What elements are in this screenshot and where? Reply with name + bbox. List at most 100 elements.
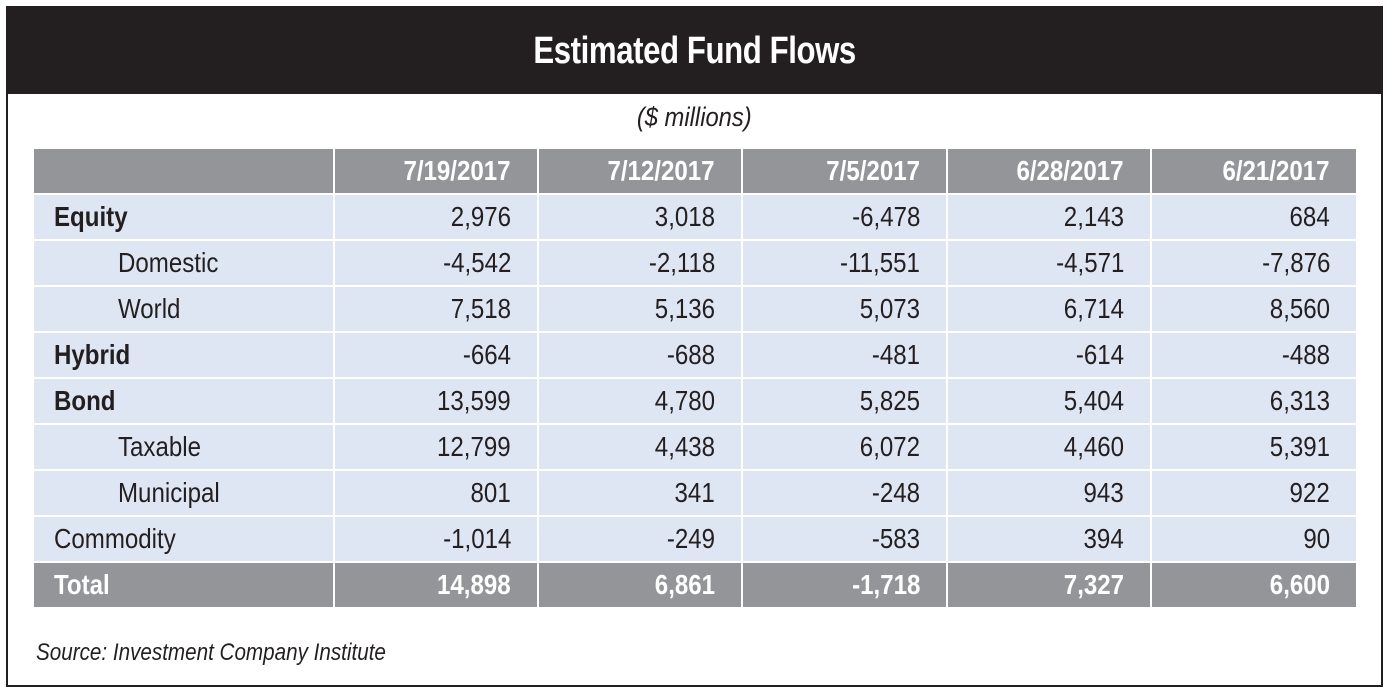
row-label-cell: Municipal	[32, 469, 335, 517]
value-cell: -11,551	[741, 239, 948, 287]
value-cell: 684	[1150, 193, 1358, 241]
table-row: Hybrid -664 -688 -481 -614 -488	[32, 331, 1358, 379]
value-label: -1,718	[851, 569, 920, 600]
value-cell: 3,018	[537, 193, 743, 241]
value-label: 12,799	[437, 431, 511, 462]
value-cell: 394	[946, 515, 1152, 563]
value-cell: -249	[537, 515, 743, 563]
value-label: -488	[1281, 339, 1330, 370]
value-label: 394	[1083, 523, 1124, 554]
row-label: Municipal	[118, 477, 220, 508]
value-cell: -6,478	[741, 193, 948, 241]
units-subtitle-text: ($ millions)	[637, 102, 752, 132]
value-label: -7,876	[1261, 247, 1330, 278]
value-cell: -583	[741, 515, 948, 563]
value-cell: 5,136	[537, 285, 743, 333]
value-cell: -481	[741, 331, 948, 379]
row-label: World	[118, 293, 181, 324]
row-label-cell: Domestic	[32, 239, 335, 287]
column-header-label: 6/21/2017	[1222, 155, 1330, 186]
value-cell: -614	[946, 331, 1152, 379]
value-cell: -4,542	[333, 239, 539, 287]
value-label: 13,599	[437, 385, 511, 416]
value-label: 7,518	[450, 293, 511, 324]
column-header-label: 7/19/2017	[403, 155, 511, 186]
value-cell: -2,118	[537, 239, 743, 287]
value-label: 4,460	[1063, 431, 1124, 462]
value-label: -11,551	[840, 247, 920, 278]
table-body: Equity 2,976 3,018 -6,478 2,143 684 Domestic -4…	[32, 193, 1358, 609]
value-label: -4,571	[1055, 247, 1124, 278]
value-cell: -664	[333, 331, 539, 379]
units-subtitle: ($ millions)	[8, 102, 1381, 133]
row-label-cell: Bond	[32, 377, 335, 425]
value-label: 4,780	[654, 385, 715, 416]
value-label: -248	[871, 477, 920, 508]
value-label: 5,825	[859, 385, 920, 416]
value-cell: 4,460	[946, 423, 1152, 471]
row-label-cell: Taxable	[32, 423, 335, 471]
value-label: 922	[1289, 477, 1330, 508]
value-cell: 6,313	[1150, 377, 1358, 425]
value-label: 6,714	[1063, 293, 1124, 324]
value-label: -4,542	[442, 247, 511, 278]
value-cell: 6,714	[946, 285, 1152, 333]
value-label: -614	[1075, 339, 1124, 370]
row-label: Hybrid	[54, 339, 131, 370]
source-note: Source: Investment Company Institute	[36, 639, 443, 667]
row-label-cell: Total	[32, 561, 335, 609]
title-bar: Estimated Fund Flows	[8, 8, 1381, 94]
value-cell: 12,799	[333, 423, 539, 471]
column-header: 7/12/2017	[537, 147, 743, 195]
value-cell: -4,571	[946, 239, 1152, 287]
fund-flows-panel: Estimated Fund Flows ($ millions) 7/19/2…	[6, 6, 1383, 687]
value-cell: 13,599	[333, 377, 539, 425]
value-cell: -688	[537, 331, 743, 379]
value-label: -664	[462, 339, 511, 370]
row-label-cell: World	[32, 285, 335, 333]
value-label: 7,327	[1063, 569, 1124, 600]
column-header: 6/28/2017	[946, 147, 1152, 195]
value-label: 6,600	[1269, 569, 1330, 600]
value-cell: 4,438	[537, 423, 743, 471]
value-label: 5,391	[1269, 431, 1330, 462]
value-label: -249	[666, 523, 715, 554]
row-label: Equity	[54, 201, 128, 232]
fund-flows-table: 7/19/2017 7/12/2017 7/5/2017 6/28/2017 6/21/…	[32, 147, 1358, 609]
table-row: Commodity -1,014 -249 -583 394 90	[32, 515, 1358, 563]
row-label: Commodity	[54, 523, 176, 554]
value-cell: -7,876	[1150, 239, 1358, 287]
value-label: 684	[1289, 201, 1330, 232]
value-cell: 801	[333, 469, 539, 517]
value-label: 5,073	[859, 293, 920, 324]
row-label-cell: Commodity	[32, 515, 335, 563]
value-cell: -1,718	[741, 561, 948, 609]
row-label: Taxable	[118, 431, 202, 462]
value-label: 6,313	[1269, 385, 1330, 416]
column-header: 6/21/2017	[1150, 147, 1358, 195]
value-cell: 341	[537, 469, 743, 517]
column-header: 7/19/2017	[333, 147, 539, 195]
value-label: 3,018	[654, 201, 715, 232]
value-label: 90	[1303, 523, 1330, 554]
value-cell: 8,560	[1150, 285, 1358, 333]
header-row: 7/19/2017 7/12/2017 7/5/2017 6/28/2017 6/21/…	[32, 147, 1358, 195]
value-cell: 943	[946, 469, 1152, 517]
column-header: 7/5/2017	[741, 147, 948, 195]
value-cell: 2,143	[946, 193, 1152, 241]
value-cell: 5,073	[741, 285, 948, 333]
value-cell: 7,327	[946, 561, 1152, 609]
value-label: 2,976	[450, 201, 511, 232]
value-cell: 2,976	[333, 193, 539, 241]
value-cell: 5,825	[741, 377, 948, 425]
table-row: Bond 13,599 4,780 5,825 5,404 6,313	[32, 377, 1358, 425]
value-label: 341	[674, 477, 715, 508]
table-row: Domestic -4,542 -2,118 -11,551 -4,571 -7,876	[32, 239, 1358, 287]
table-row: Municipal 801 341 -248 943 922	[32, 469, 1358, 517]
value-cell: -488	[1150, 331, 1358, 379]
value-label: 801	[470, 477, 511, 508]
value-cell: 6,600	[1150, 561, 1358, 609]
value-label: 4,438	[654, 431, 715, 462]
value-label: -2,118	[648, 247, 715, 278]
row-label-cell: Equity	[32, 193, 335, 241]
